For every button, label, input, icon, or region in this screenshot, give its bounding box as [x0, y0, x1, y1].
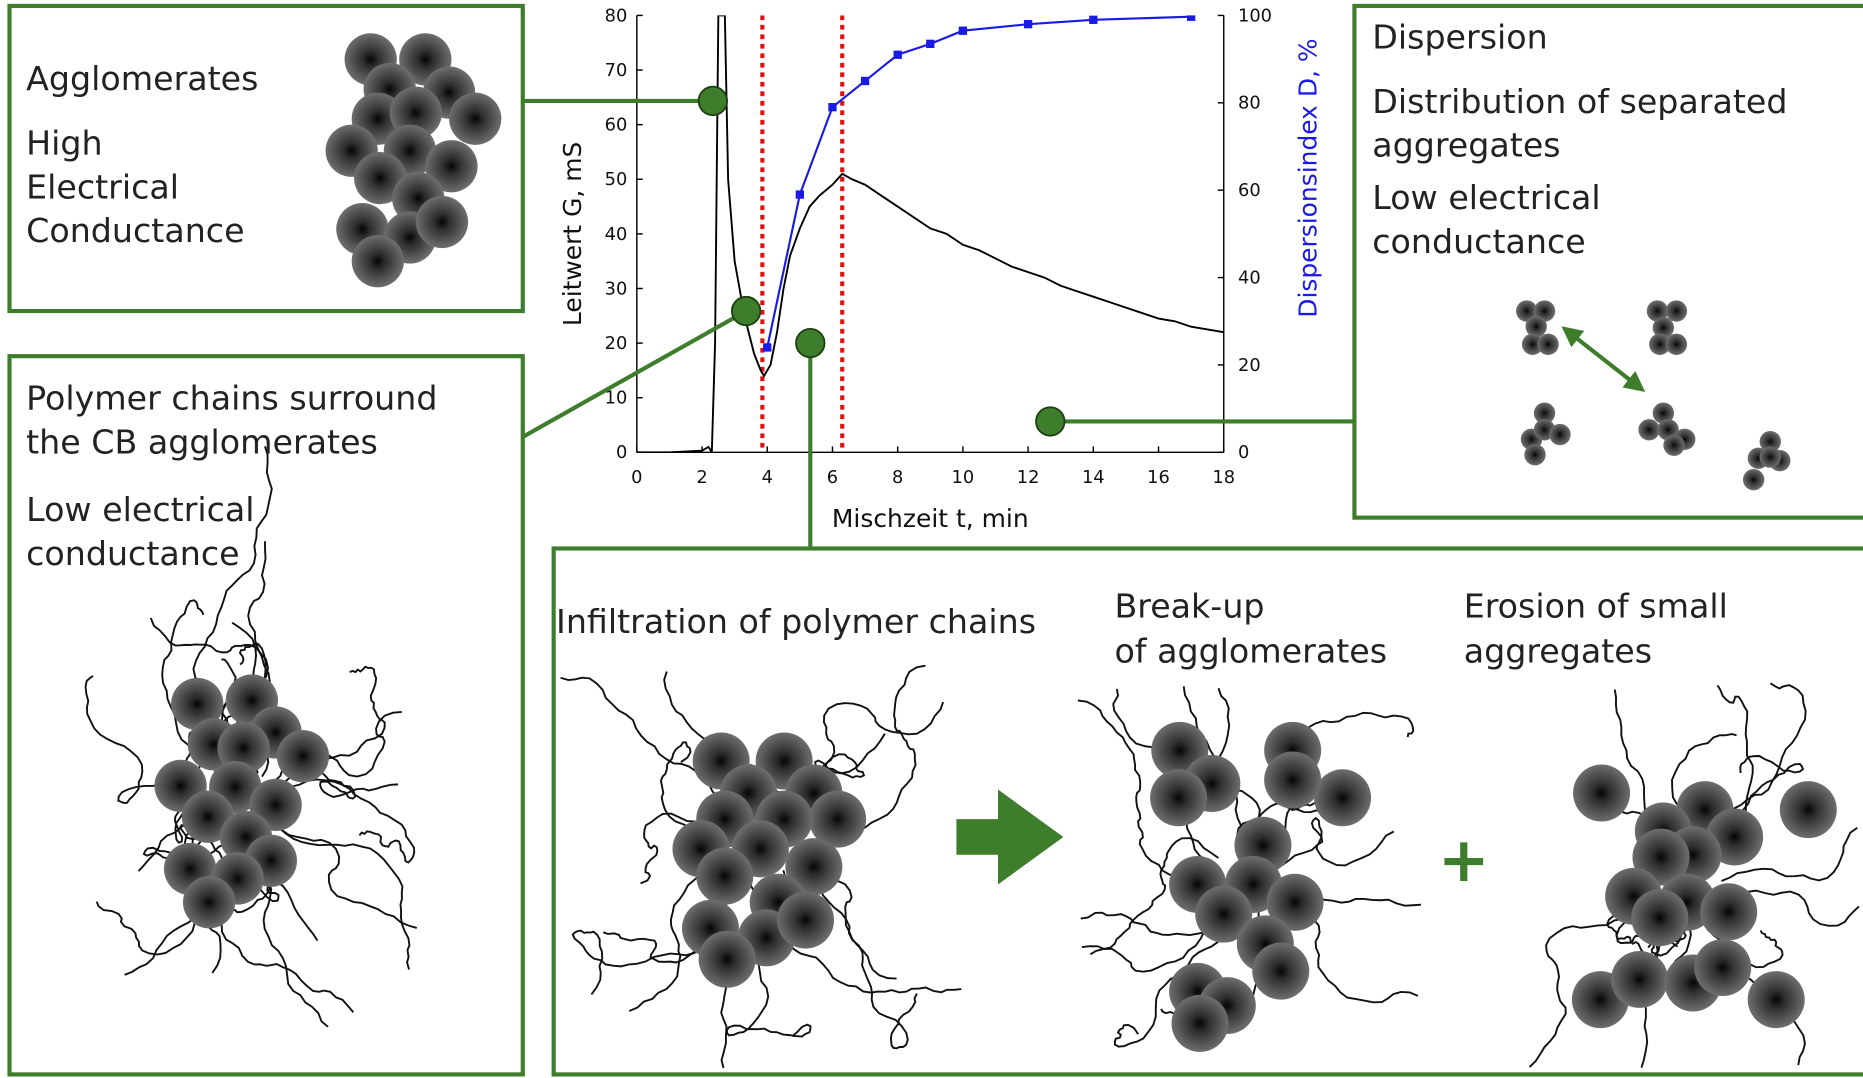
carbon-particle: [1549, 424, 1570, 445]
box-text: Conductance: [26, 211, 244, 250]
data-line: [637, 15, 1224, 452]
carbon-particle: [1611, 951, 1668, 1008]
data-point: [763, 343, 771, 351]
box-text: aggregates: [1464, 631, 1652, 670]
carbon-particle: [699, 931, 756, 988]
y-tick-label: 60: [605, 115, 628, 136]
carbon-particle: [1666, 334, 1687, 355]
carbon-particle: [777, 892, 834, 949]
x-tick-label: 16: [1147, 467, 1170, 488]
carbon-particle: [1524, 444, 1545, 465]
carbon-particle: [1700, 883, 1757, 940]
carbon-particle: [1264, 751, 1321, 808]
y-tick-label: 80: [605, 5, 628, 26]
box-text: conductance: [26, 534, 239, 573]
carbon-particle: [1694, 939, 1751, 996]
box-text: Agglomerates: [26, 59, 258, 98]
data-point: [959, 27, 967, 35]
callout-dot: [732, 297, 761, 325]
callout-dot: [796, 329, 825, 357]
data-point: [828, 103, 836, 111]
carbon-particle: [1743, 469, 1764, 490]
x-tick-label: 18: [1212, 467, 1235, 488]
x-tick-label: 8: [892, 467, 903, 488]
data-point: [861, 77, 869, 85]
carbon-particle: [183, 876, 235, 928]
carbon-particle: [277, 730, 329, 782]
x-tick-label: 14: [1082, 467, 1105, 488]
x-tick-label: 0: [631, 467, 642, 488]
data-point: [1187, 13, 1195, 21]
carbon-particle: [1780, 781, 1837, 838]
plus-sign: +: [1438, 824, 1490, 896]
figure: Agglomerates High Electrical Conductance…: [0, 0, 1863, 1078]
carbon-particle: [1631, 889, 1688, 946]
y2-axis-title: Dispersionsindex D, %: [1293, 38, 1322, 317]
carbon-particle: [416, 196, 468, 248]
y-tick-label: 20: [605, 333, 628, 354]
y-tick-label: 30: [605, 278, 628, 299]
y-tick-label: 0: [616, 442, 627, 463]
carbon-particle: [1663, 435, 1684, 456]
y-axis-title: Leitwert G, mS: [558, 142, 587, 326]
carbon-particle: [1748, 971, 1805, 1028]
chart: 0246810121416180102030405060708002040608…: [558, 5, 1322, 533]
box-text: Break-up: [1114, 586, 1264, 625]
box-text: conductance: [1372, 222, 1585, 261]
x-tick-label: 4: [762, 467, 773, 488]
y-tick-label: 50: [605, 169, 628, 190]
x-tick-label: 10: [952, 467, 975, 488]
carbon-particle: [1314, 769, 1371, 826]
carbon-particle: [1760, 446, 1781, 467]
y2-tick-label: 60: [1238, 180, 1261, 201]
box-text: High: [26, 123, 102, 162]
carbon-particle: [1252, 943, 1309, 1000]
canvas: Agglomerates High Electrical Conductance…: [10, 5, 1863, 1074]
box-text: Low electrical: [26, 490, 254, 529]
carbon-particle: [449, 93, 501, 145]
carbon-particle: [1526, 316, 1547, 337]
y-tick-label: 40: [605, 224, 628, 245]
x-tick-label: 2: [696, 467, 707, 488]
x-axis-title: Mischzeit t, min: [832, 504, 1029, 533]
carbon-particle: [1638, 419, 1659, 440]
box-text: Low electrical: [1372, 178, 1600, 217]
box-text: of agglomerates: [1114, 631, 1387, 670]
box-text: Electrical: [26, 167, 179, 206]
box-text: Distribution of separated: [1372, 82, 1787, 121]
y2-tick-label: 80: [1238, 93, 1261, 114]
data-point: [796, 190, 804, 198]
x-tick-label: 12: [1017, 467, 1040, 488]
carbon-particle: [352, 235, 404, 287]
data-point: [894, 51, 902, 59]
carbon-particle: [1666, 300, 1687, 321]
y2-tick-label: 0: [1238, 442, 1249, 463]
box-text: Dispersion: [1372, 18, 1547, 57]
callout-dot: [699, 87, 728, 115]
data-line: [767, 17, 1191, 348]
carbon-particle: [696, 848, 753, 905]
box-text: the CB agglomerates: [26, 423, 378, 462]
box-text: Infiltration of polymer chains: [556, 602, 1036, 641]
y2-tick-label: 20: [1238, 355, 1261, 376]
carbon-particle: [1537, 334, 1558, 355]
plot-area: [637, 13, 1224, 453]
data-point: [1089, 16, 1097, 24]
data-point: [926, 40, 934, 48]
carbon-particle: [1150, 769, 1207, 826]
callout-dot: [1036, 407, 1065, 435]
box-text: aggregates: [1372, 126, 1560, 165]
y-tick-label: 70: [605, 60, 628, 81]
carbon-particle: [1573, 765, 1630, 822]
y2-tick-label: 40: [1238, 268, 1261, 289]
carbon-particle: [1171, 995, 1228, 1052]
data-point: [1024, 20, 1032, 28]
y2-tick-label: 100: [1238, 5, 1272, 26]
x-tick-label: 6: [827, 467, 838, 488]
box-text: Polymer chains surround: [26, 379, 437, 418]
box-text: Erosion of small: [1464, 586, 1728, 625]
